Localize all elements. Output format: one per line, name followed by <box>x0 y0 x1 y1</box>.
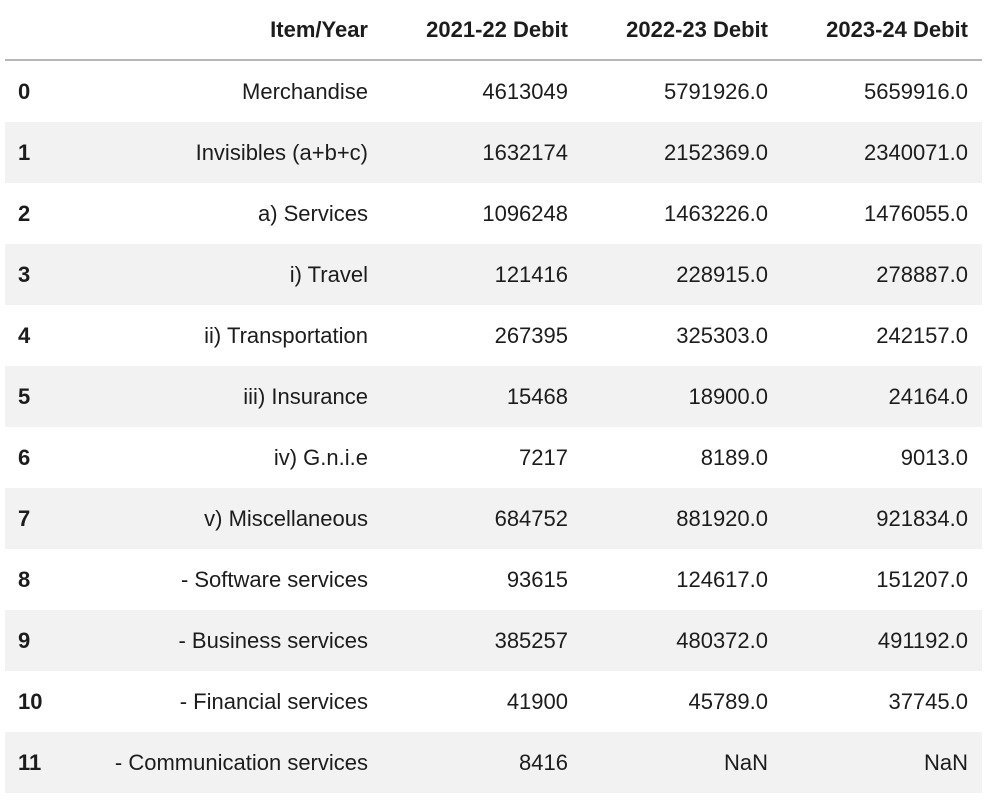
table-row: 6 iv) G.n.i.e 7217 8189.0 9013.0 <box>5 427 982 488</box>
item-cell: Merchandise <box>242 79 368 104</box>
row-index: 1 <box>18 140 31 165</box>
value-cell-2021-22: 267395 <box>494 323 568 348</box>
value-cell-2022-23: 2152369.0 <box>664 140 768 165</box>
item-cell: - Communication services <box>114 750 368 775</box>
value-cell-2023-24: 1476055.0 <box>864 201 968 226</box>
value-cell-2023-24: 37745.0 <box>888 689 968 714</box>
value-cell-2021-22: 1632174 <box>482 140 568 165</box>
value-cell-2021-22: 684752 <box>494 506 568 531</box>
table-row: 7 v) Miscellaneous 684752 881920.0 92183… <box>5 488 982 549</box>
value-cell-2021-22: 15468 <box>506 384 568 409</box>
value-cell-2021-22: 41900 <box>506 689 568 714</box>
value-cell-2023-24: 9013.0 <box>900 445 968 470</box>
value-cell-2023-24: 5659916.0 <box>864 79 968 104</box>
column-header-2023-24-debit: 2023-24 Debit <box>782 0 982 61</box>
item-cell: - Business services <box>178 628 368 653</box>
table-row: 5 iii) Insurance 15468 18900.0 24164.0 <box>5 366 982 427</box>
item-cell: Invisibles (a+b+c) <box>195 140 368 165</box>
value-cell-2022-23: 8189.0 <box>700 445 768 470</box>
row-index: 3 <box>18 262 31 287</box>
dataframe-table: Item/Year 2021-22 Debit 2022-23 Debit 20… <box>5 0 982 793</box>
table-header: Item/Year 2021-22 Debit 2022-23 Debit 20… <box>5 0 982 61</box>
index-column-header <box>5 0 55 61</box>
value-cell-2023-24: 491192.0 <box>877 628 968 653</box>
value-cell-2022-23: 480372.0 <box>676 628 768 653</box>
value-cell-2021-22: 93615 <box>506 567 568 592</box>
item-cell: iii) Insurance <box>243 384 368 409</box>
value-cell-2021-22: 4613049 <box>482 79 568 104</box>
value-cell-2023-24: 24164.0 <box>888 384 968 409</box>
row-index: 6 <box>18 445 31 470</box>
value-cell-2021-22: 1096248 <box>482 201 568 226</box>
value-cell-2023-24: 921834.0 <box>876 506 968 531</box>
table-row: 8 - Software services 93615 124617.0 151… <box>5 549 982 610</box>
row-index: 4 <box>18 323 31 348</box>
column-header-2021-22-debit: 2021-22 Debit <box>382 0 582 61</box>
column-header-item-year: Item/Year <box>55 0 382 61</box>
header-row: Item/Year 2021-22 Debit 2022-23 Debit 20… <box>5 0 982 61</box>
value-cell-2021-22: 7217 <box>519 445 568 470</box>
value-cell-2023-24: 151207.0 <box>876 567 968 592</box>
value-cell-2022-23: 1463226.0 <box>664 201 768 226</box>
table-row: 11 - Communication services 8416 NaN NaN <box>5 732 982 793</box>
value-cell-2022-23: 881920.0 <box>676 506 768 531</box>
table-row: 4 ii) Transportation 267395 325303.0 242… <box>5 305 982 366</box>
item-cell: v) Miscellaneous <box>204 506 368 531</box>
row-index: 0 <box>18 79 31 104</box>
table-row: 3 i) Travel 121416 228915.0 278887.0 <box>5 244 982 305</box>
value-cell-2023-24: NaN <box>923 750 968 775</box>
table-body: 0 Merchandise 4613049 5791926.0 5659916.… <box>5 60 982 793</box>
table-row: 2 a) Services 1096248 1463226.0 1476055.… <box>5 183 982 244</box>
value-cell-2023-24: 242157.0 <box>876 323 968 348</box>
row-index: 5 <box>18 384 31 409</box>
value-cell-2022-23: NaN <box>723 750 768 775</box>
row-index: 8 <box>18 567 31 592</box>
column-header-2022-23-debit: 2022-23 Debit <box>582 0 782 61</box>
row-index: 10 <box>18 689 43 714</box>
table-row: 0 Merchandise 4613049 5791926.0 5659916.… <box>5 60 982 122</box>
row-index: 9 <box>18 628 31 653</box>
value-cell-2022-23: 124617.0 <box>676 567 768 592</box>
row-index: 2 <box>18 201 31 226</box>
value-cell-2021-22: 385257 <box>494 628 568 653</box>
value-cell-2022-23: 18900.0 <box>688 384 768 409</box>
value-cell-2023-24: 278887.0 <box>876 262 968 287</box>
value-cell-2022-23: 325303.0 <box>676 323 768 348</box>
table-row: 10 - Financial services 41900 45789.0 37… <box>5 671 982 732</box>
table-row: 9 - Business services 385257 480372.0 49… <box>5 610 982 671</box>
value-cell-2021-22: 8416 <box>519 750 568 775</box>
item-cell: iv) G.n.i.e <box>273 445 368 470</box>
item-cell: i) Travel <box>289 262 368 287</box>
item-cell: a) Services <box>257 201 368 226</box>
value-cell-2022-23: 45789.0 <box>688 689 768 714</box>
item-cell: - Software services <box>180 567 368 592</box>
item-cell: - Financial services <box>179 689 368 714</box>
value-cell-2022-23: 5791926.0 <box>664 79 768 104</box>
item-cell: ii) Transportation <box>204 323 368 348</box>
row-index: 11 <box>18 750 42 775</box>
value-cell-2022-23: 228915.0 <box>676 262 768 287</box>
value-cell-2021-22: 121416 <box>494 262 568 287</box>
value-cell-2023-24: 2340071.0 <box>864 140 968 165</box>
row-index: 7 <box>18 506 31 531</box>
table-row: 1 Invisibles (a+b+c) 1632174 2152369.0 2… <box>5 122 982 183</box>
